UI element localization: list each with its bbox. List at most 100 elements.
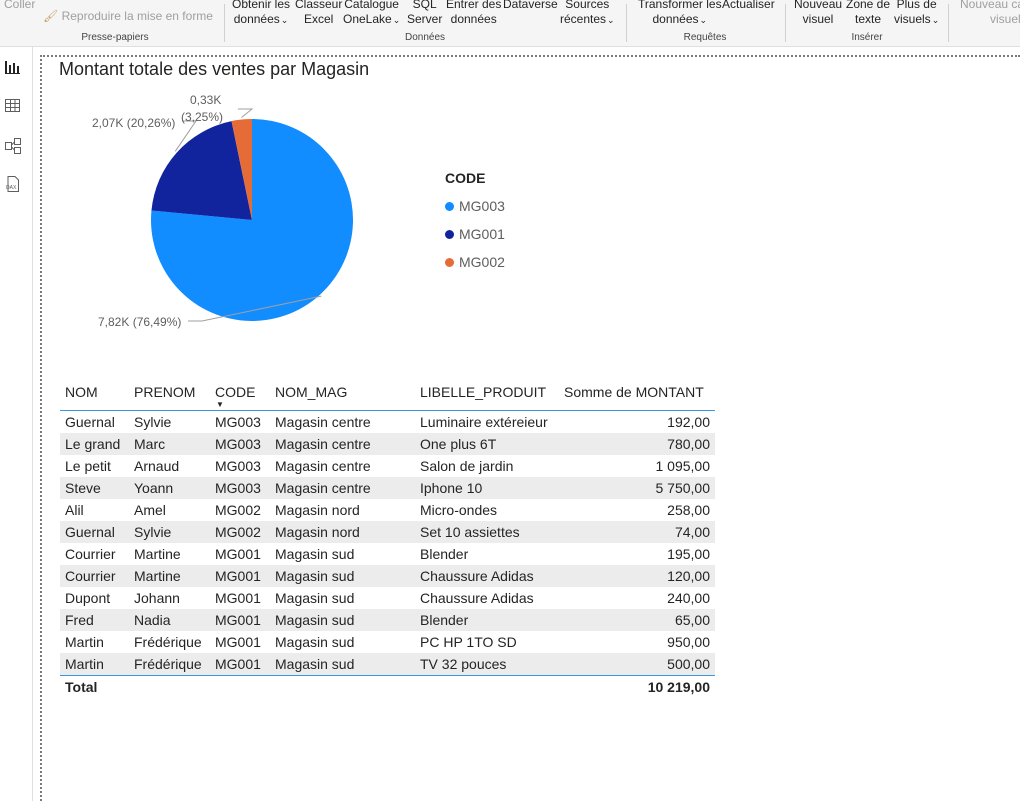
cell-prenom: Sylvie [134, 524, 172, 540]
dataverse-button[interactable]: Dataverse [503, 0, 558, 11]
cell-montant: 192,00 [667, 414, 710, 430]
classeur-label-2: Excel [304, 12, 334, 26]
pie-slice-mg002[interactable] [231, 119, 252, 220]
table-view-icon[interactable] [4, 97, 22, 115]
cell-nom: Dupont [65, 590, 111, 606]
nouveau-visuel-label-1: Nouveau [794, 0, 843, 11]
table-row[interactable]: Guernal Sylvie MG002 Magasin nord Set 10 ass… [60, 521, 715, 543]
cell-nom: Alil [65, 502, 84, 518]
legend-item-mg001[interactable]: MG001 [445, 220, 505, 248]
header-prenom[interactable]: PRENOM [134, 384, 196, 400]
nouveau-visuel-label-2: visuel [802, 12, 834, 26]
pie-chart[interactable]: 7,82K (76,49%) 2,07K (20,26%) 0,33K (3,2… [60, 85, 390, 345]
cell-montant: 74,00 [674, 524, 710, 540]
obtenir-label-2: données [233, 12, 280, 26]
cell-nom-mag: Magasin nord [275, 524, 360, 540]
sql-server-button[interactable]: SQL Server [407, 0, 442, 27]
transformer-donnees-button[interactable]: Transformer les données⌄ [638, 0, 722, 28]
cell-montant: 240,00 [667, 590, 710, 606]
zone-texte-button[interactable]: Zone de texte [846, 0, 890, 27]
table-row[interactable]: Martin Frédérique MG001 Magasin sud TV 32 po… [60, 653, 715, 675]
classeur-excel-button[interactable]: Classeur Excel [295, 0, 342, 27]
cell-prenom: Johann [134, 590, 180, 606]
cell-montant: 5 750,00 [655, 480, 711, 496]
cell-montant: 780,00 [667, 436, 710, 452]
cell-code: MG001 [215, 546, 261, 562]
cell-nom: Le petit [65, 458, 111, 474]
obtenir-donnees-button[interactable]: Obtenir les données⌄ [232, 0, 290, 28]
cell-nom: Courrier [65, 546, 116, 562]
table-body: Guernal Sylvie MG003 Magasin centre Luminair… [60, 411, 715, 675]
cell-prenom: Martine [134, 568, 181, 584]
table-row[interactable]: Courrier Martine MG001 Magasin sud Chaussure… [60, 565, 715, 587]
brush-icon: 🖌 [43, 9, 59, 23]
pie-slice-mg001[interactable] [151, 121, 252, 220]
actualiser-button[interactable]: Actualiser [722, 0, 775, 11]
cell-nom-mag: Magasin centre [275, 458, 371, 474]
cell-montant: 1 095,00 [655, 458, 711, 474]
table-row[interactable]: Steve Yoann MG003 Magasin centre Iphone 10 5 … [60, 477, 715, 499]
model-view-icon[interactable] [4, 137, 22, 155]
legend-item-mg003[interactable]: MG003 [445, 192, 505, 220]
plus-visuels-label-1: Plus de [896, 0, 937, 11]
table-row[interactable]: Alil Amel MG002 Magasin nord Micro-ondes 258,… [60, 499, 715, 521]
report-view-icon[interactable] [4, 59, 22, 77]
reproduire-label: Reproduire la mise en forme [61, 9, 213, 23]
total-value: 10 219,00 [647, 679, 710, 695]
chevron-down-icon: ⌄ [931, 15, 940, 25]
entrer-donnees-button[interactable]: Entrer des données [446, 0, 501, 27]
cell-nom-mag: Magasin sud [275, 656, 355, 672]
header-nom-mag[interactable]: NOM_MAG [275, 384, 348, 400]
chevron-down-icon: ⌄ [280, 15, 289, 25]
table-row[interactable]: Fred Nadia MG001 Magasin sud Blender 65,00 [60, 609, 715, 631]
header-code[interactable]: CODE [215, 384, 256, 400]
nouveau-calc-label-1: Nouveau ca [960, 0, 1020, 11]
data-label-mg003: 7,82K (76,49%) [98, 315, 181, 329]
cell-code: MG003 [215, 436, 261, 452]
plus-visuels-button[interactable]: Plus de visuels⌄ [894, 0, 939, 28]
cell-nom-mag: Magasin sud [275, 612, 355, 628]
cell-nom-mag: Magasin sud [275, 634, 355, 650]
group-requetes: Requêtes [683, 32, 727, 43]
data-table[interactable]: NOM PRENOM CODE ▼ NOM_MAG LIBELLE_PRODUI… [60, 378, 715, 698]
table-total-row: Total 10 219,00 [60, 675, 715, 698]
cell-nom: Martin [65, 656, 104, 672]
sources-label-1: Sources [565, 0, 610, 11]
sources-recentes-button[interactable]: Sources récentes⌄ [560, 0, 615, 28]
chevron-down-icon: ⌄ [392, 15, 401, 25]
cell-montant: 258,00 [667, 502, 710, 518]
cell-montant: 120,00 [667, 568, 710, 584]
cell-nom-mag: Magasin centre [275, 436, 371, 452]
catalogue-onelake-button[interactable]: Catalogue OneLake⌄ [343, 0, 400, 28]
table-row[interactable]: Le grand Marc MG003 Magasin centre One plus … [60, 433, 715, 455]
table-row[interactable]: Dupont Johann MG001 Magasin sud Chaussure Ad… [60, 587, 715, 609]
cell-nom: Guernal [65, 524, 115, 540]
table-row[interactable]: Martin Frédérique MG001 Magasin sud PC HP 1T… [60, 631, 715, 653]
sql-label-2: Server [407, 12, 443, 26]
cell-prenom: Martine [134, 546, 181, 562]
reproduire-button[interactable]: 🖌 Reproduire la mise en forme [43, 9, 213, 24]
leader-line-mg002 [238, 108, 254, 118]
header-somme-montant[interactable]: Somme de MONTANT [564, 384, 704, 400]
legend-item-mg002[interactable]: MG002 [445, 248, 505, 276]
dax-query-icon[interactable]: DAX [4, 175, 22, 193]
table-row[interactable]: Le petit Arnaud MG003 Magasin centre Salon d… [60, 455, 715, 477]
cell-nom: Le grand [65, 436, 121, 452]
header-libelle-produit[interactable]: LIBELLE_PRODUIT [420, 384, 547, 400]
table-row[interactable]: Guernal Sylvie MG003 Magasin centre Luminair… [60, 411, 715, 433]
nouveau-calcul-visuel-button[interactable]: Nouveau ca visuel [960, 0, 1020, 27]
cell-montant: 195,00 [667, 546, 710, 562]
cell-nom-mag: Magasin sud [275, 568, 355, 584]
cell-nom: Steve [65, 480, 101, 496]
coller-button[interactable]: Coller [4, 0, 36, 11]
cell-nom: Guernal [65, 414, 115, 430]
data-label-mg002-value: 0,33K [190, 93, 221, 107]
group-donnees: Données [404, 32, 446, 43]
cell-prenom: Marc [134, 436, 166, 452]
header-nom[interactable]: NOM [65, 384, 98, 400]
cell-nom: Courrier [65, 568, 116, 584]
cell-libelle-produit: Luminaire extéreieur [420, 414, 548, 430]
table-row[interactable]: Courrier Martine MG001 Magasin sud Blender 19… [60, 543, 715, 565]
data-label-mg001: 2,07K (20,26%) [92, 116, 175, 130]
nouveau-visuel-button[interactable]: Nouveau visuel [794, 0, 842, 27]
